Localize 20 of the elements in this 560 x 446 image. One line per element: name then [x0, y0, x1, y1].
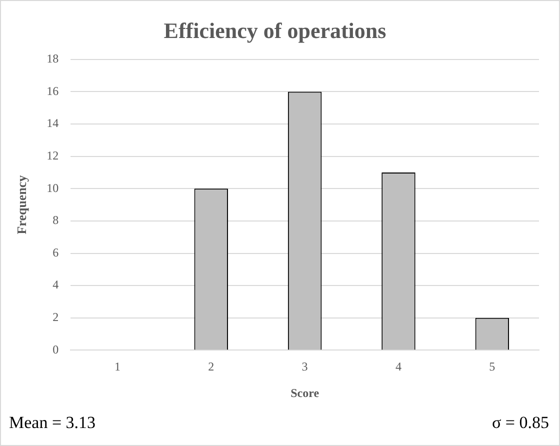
x-tick-label: 2 — [208, 360, 214, 374]
x-tick-label: 1 — [114, 360, 120, 374]
y-tick-label: 14 — [46, 116, 59, 130]
y-tick-label: 0 — [52, 342, 59, 356]
y-tick-label: 2 — [52, 310, 59, 324]
x-tick-label: 5 — [489, 360, 496, 374]
y-tick-label: 10 — [46, 180, 59, 195]
text: Mean = 3.13 — [9, 413, 96, 433]
x-tick-label: 3 — [302, 360, 308, 374]
y-tick-label: 6 — [52, 245, 59, 260]
y-tick-label: 8 — [52, 213, 59, 228]
chart-title: Efficiency of operations — [164, 18, 387, 43]
x-axis-title: Score — [290, 386, 320, 400]
x-tick-label: 4 — [395, 360, 402, 374]
text: σ = 0.85 — [492, 413, 549, 433]
y-tick-label: 16 — [46, 84, 59, 98]
y-tick-label: 18 — [46, 52, 59, 66]
y-tick-label: 12 — [46, 148, 59, 162]
y-axis-title: Frequency — [14, 174, 30, 234]
y-tick-label: 4 — [52, 278, 59, 292]
